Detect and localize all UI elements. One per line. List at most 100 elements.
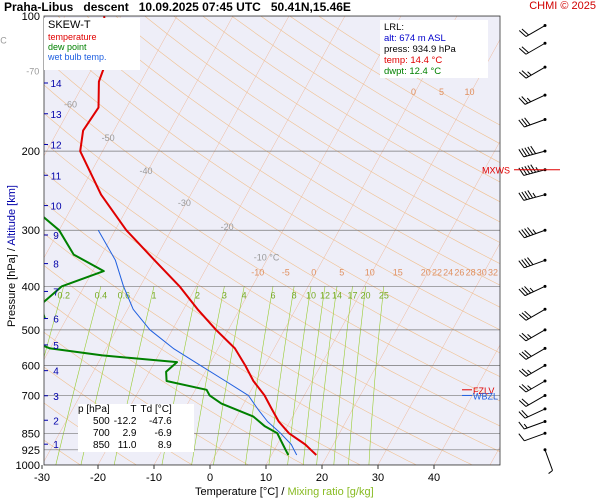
wind-barb-feather	[527, 71, 532, 76]
isotherm-label: 26	[454, 267, 464, 277]
wind-barb-feather	[527, 257, 534, 265]
p-tick-label: 200	[22, 146, 40, 158]
alt-tick-label: 14	[50, 79, 62, 90]
wind-barb	[518, 407, 547, 419]
wind-barb-feather	[521, 287, 529, 295]
alt-tick-label: 11	[51, 171, 62, 182]
x-axis-sep: /	[281, 486, 285, 498]
wind-barb-feather	[524, 117, 531, 126]
x-tick-label: -20	[90, 472, 106, 484]
wind-barb-feather	[532, 192, 537, 198]
wind-barb-shaft	[524, 285, 546, 297]
wind-barb-dot	[543, 328, 547, 332]
x-tick-label: 30	[372, 472, 384, 484]
x-tick-label: 10	[260, 472, 272, 484]
table-header-cell: p [hPa]	[78, 404, 110, 415]
dry-adiabat	[202, 16, 500, 203]
wind-barb-shaft	[524, 119, 546, 128]
grid-labels: 0.2 0.4 0.6 1 2 3 4 6 8 10 12 14 17 20 250 5 10-10 -5 0 5 10…	[0, 35, 498, 300]
wind-barb-feather	[521, 118, 528, 127]
wind-barb-shaft	[525, 25, 546, 37]
series-dew-point	[44, 216, 290, 456]
isotherm-label: -60	[64, 100, 77, 110]
alt-tick-label: 8	[53, 260, 59, 271]
wind-barb	[543, 448, 553, 474]
isotherm-label: -10 °C	[254, 252, 280, 262]
wind-barb-feather	[524, 349, 532, 357]
isotherm-line	[209, 16, 458, 465]
wind-barb-feather	[518, 119, 525, 128]
isotherm-label: -40	[139, 166, 152, 176]
wind-barb	[518, 284, 547, 297]
wind-barb-feather	[524, 147, 531, 156]
isotherm-line	[377, 242, 500, 465]
mixing-ratio-label: 4	[242, 290, 247, 300]
wind-barb	[518, 431, 547, 442]
wbzl-marker-label: WBZL	[473, 391, 498, 401]
mixing-ratio-label: 14	[332, 290, 342, 300]
wind-barb-shaft	[524, 229, 546, 239]
wind-barb-feather	[521, 409, 529, 418]
alt-tick-label: 4	[53, 367, 59, 378]
isotherm-label: 5	[339, 267, 344, 277]
x-tick-label: -10	[146, 472, 162, 484]
mixing-ratio-label: 1	[152, 290, 157, 300]
wind-barb-feather	[530, 164, 537, 173]
table-cell: -47.6	[148, 416, 172, 427]
isotherm-label: 15	[393, 267, 403, 277]
wind-barb-feather	[521, 384, 529, 391]
wind-barb-feather	[527, 369, 532, 374]
wind-barb-feather	[521, 46, 529, 54]
wind-barb-feather	[529, 287, 534, 293]
wind-barb-feather	[518, 411, 526, 419]
dry-adiabat	[115, 16, 500, 264]
p-tick-label: 600	[22, 360, 40, 372]
wind-barb-dot	[543, 93, 547, 97]
wind-barb	[518, 24, 547, 37]
wind-barb-feather	[527, 334, 532, 339]
p-tick-label: 500	[22, 325, 40, 337]
mixing-ratio-label: 0.6	[118, 290, 131, 300]
wind-barb-dot	[543, 379, 547, 383]
wind-barb-feather	[518, 47, 527, 55]
wind-barb-feather	[527, 385, 532, 390]
mixing-ratio-label: 12	[320, 290, 330, 300]
isotherm-label: 22	[432, 267, 442, 277]
table-row: 500 -12.2 -47.6	[78, 416, 176, 428]
p-tick-label: 700	[22, 390, 40, 402]
legend-temperature: temperature	[48, 32, 97, 42]
mixing-ratio-label: 6	[270, 290, 275, 300]
wind-barb	[518, 328, 547, 342]
wind-barb-dot	[543, 307, 547, 311]
table-cell: 8.9	[157, 440, 172, 451]
wind-barb-feather	[518, 71, 527, 79]
table-cell: 2.9	[122, 428, 137, 439]
wind-barb-dot	[543, 65, 547, 69]
isotherm-label: -5	[282, 267, 290, 277]
wind-barb-feather	[518, 353, 527, 360]
wind-barb-dot	[543, 117, 547, 121]
wind-barb-shaft	[523, 169, 546, 176]
p-tick-label: 100	[22, 11, 40, 23]
wind-barb-feather	[518, 167, 525, 176]
isotherm-label: -20	[221, 222, 234, 232]
wind-barb-feather	[521, 312, 529, 320]
wind-barb-shaft	[544, 449, 553, 471]
wind-barb	[518, 307, 547, 321]
wind-barb-feather	[521, 166, 528, 175]
wind-barb-feather	[526, 97, 532, 103]
wind-barb-dot	[543, 284, 547, 288]
table-cell: 850	[93, 440, 110, 451]
wind-barb-feather	[524, 286, 532, 294]
y-axis-label: Pressure [hPa] / Altitude [km]	[6, 176, 18, 336]
wind-barb-feather	[548, 470, 553, 474]
wind-barb-dot	[543, 419, 547, 423]
table-cell: -12.2	[113, 416, 137, 427]
p-tick-label: 925	[22, 445, 40, 457]
lrl-dwpt: dwpt: 12.4 °C	[384, 66, 442, 77]
isotherm-line	[44, 16, 290, 462]
dry-adiabat	[44, 29, 500, 331]
isotherm-label: 0	[411, 87, 416, 97]
